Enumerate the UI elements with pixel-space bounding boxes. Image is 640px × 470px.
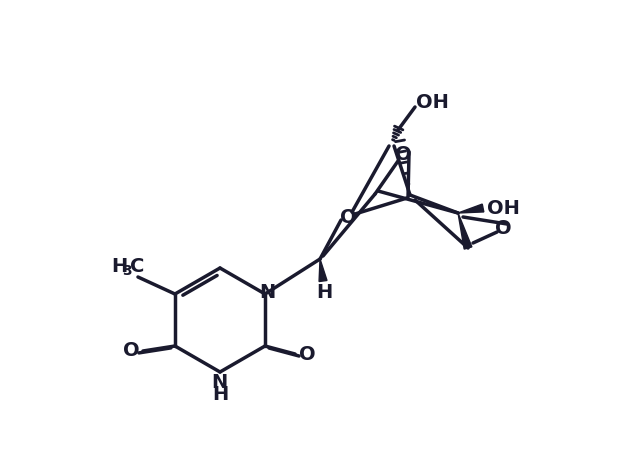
- Text: H: H: [212, 384, 228, 404]
- Text: O: O: [395, 144, 412, 164]
- Text: OH: OH: [415, 93, 449, 111]
- Text: O: O: [495, 219, 511, 237]
- Polygon shape: [458, 213, 472, 249]
- Text: O: O: [299, 345, 316, 363]
- Text: H: H: [316, 283, 332, 303]
- Text: O: O: [340, 207, 356, 227]
- Text: H: H: [111, 258, 127, 276]
- Text: C: C: [130, 258, 144, 276]
- Text: N: N: [211, 373, 227, 392]
- Text: O: O: [123, 342, 140, 360]
- Text: N: N: [259, 282, 275, 301]
- Polygon shape: [458, 204, 484, 213]
- Polygon shape: [319, 259, 327, 282]
- Text: OH: OH: [486, 198, 520, 218]
- Text: 3: 3: [122, 264, 132, 278]
